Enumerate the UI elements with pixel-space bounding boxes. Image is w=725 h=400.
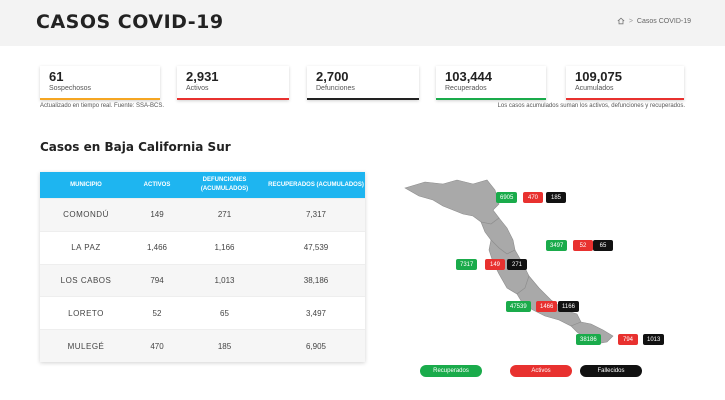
map-badge-lapaz-recuperados: 47539: [506, 301, 531, 312]
stat-card-activos: 2,931 Activos: [177, 66, 289, 100]
map-region-mulege: [404, 179, 500, 225]
bcs-map: 6905 470 185 3497 52 65 7317 149 271 475…: [395, 170, 685, 360]
cell-defunciones: 1,013: [214, 275, 235, 285]
map-badge-loreto-activos: 52: [573, 240, 593, 251]
stat-bar: [40, 98, 160, 100]
legend-fallecidos: Fallecidos: [580, 365, 642, 377]
stat-card-sospechosos: 61 Sospechosos: [40, 66, 160, 100]
table-row: LORETO 52 65 3,497: [40, 296, 365, 329]
cell-defunciones: 1,166: [214, 243, 235, 253]
table-header: MUNICIPIO ACTIVOS DEFUNCIONES (ACUMULADO…: [40, 172, 365, 198]
stat-bar: [566, 98, 684, 100]
map-badge-comondu-activos: 149: [485, 259, 505, 270]
cell-recuperados: 38,186: [303, 275, 329, 285]
stat-value: 103,444: [445, 69, 492, 84]
cell-activos: 52: [152, 308, 162, 318]
cell-defunciones: 185: [217, 341, 232, 351]
stat-bar: [436, 98, 546, 100]
cell-activos: 1,466: [146, 243, 168, 253]
stat-card-defunciones: 2,700 Defunciones: [307, 66, 419, 100]
stat-bar: [307, 98, 419, 100]
breadcrumb-current: Casos COVID-19: [636, 17, 691, 25]
table-body: COMONDÚ 149 271 7,317 LA PAZ 1,466 1,166…: [40, 198, 365, 362]
cell-municipio: LOS CABOS: [60, 275, 112, 285]
cell-activos: 149: [150, 210, 164, 220]
map-badge-comondu-recuperados: 7317: [456, 259, 478, 270]
stat-label: Recuperados: [445, 85, 487, 92]
home-icon[interactable]: [617, 17, 625, 25]
section-title: Casos en Baja California Sur: [40, 140, 231, 154]
map-badge-loreto-fallecidos: 65: [593, 240, 613, 251]
cell-defunciones: 271: [217, 210, 232, 220]
stat-card-acumulados: 109,075 Acumulados: [566, 66, 684, 100]
cell-recuperados: 47,539: [303, 243, 329, 253]
cell-municipio: LORETO: [68, 308, 104, 318]
header-recuperados: RECUPERADOS (ACUMULADOS): [268, 181, 364, 188]
map-badge-loscabos-fallecidos: 1013: [643, 334, 665, 345]
table-row: LOS CABOS 794 1,013 38,186: [40, 263, 365, 297]
legend-recuperados: Recuperados: [420, 365, 482, 377]
header-municipio: MUNICIPIO: [70, 181, 102, 188]
page-header: CASOS COVID-19 > Casos COVID-19: [0, 0, 725, 46]
breadcrumb-separator: >: [628, 17, 633, 25]
table-row: LA PAZ 1,466 1,166 47,539: [40, 230, 365, 264]
map-badge-loscabos-recuperados: 38186: [576, 334, 601, 345]
stat-card-recuperados: 103,444 Recuperados: [436, 66, 546, 100]
cell-recuperados: 3,497: [305, 308, 327, 318]
map-badge-mulege-fallecidos: 185: [546, 192, 566, 203]
map-badge-loreto-recuperados: 3497: [546, 240, 568, 251]
header-activos: ACTIVOS: [143, 181, 171, 188]
table-row: COMONDÚ 149 271 7,317: [40, 198, 365, 231]
cell-municipio: LA PAZ: [71, 243, 101, 253]
stat-label: Acumulados: [575, 85, 614, 92]
map-badge-loscabos-activos: 794: [618, 334, 638, 345]
map-badge-lapaz-fallecidos: 1166: [558, 301, 579, 312]
stat-value: 2,931: [186, 69, 219, 84]
page-title: CASOS COVID-19: [36, 11, 224, 33]
stat-label: Sospechosos: [49, 85, 92, 92]
cell-municipio: COMONDÚ: [63, 210, 109, 220]
legend-activos: Activos: [510, 365, 572, 377]
table-row: MULEGÉ 470 185 6,905: [40, 329, 365, 362]
source-note: Actualizado en tiempo real. Fuente: SSA-…: [40, 103, 165, 109]
map-badge-mulege-activos: 470: [523, 192, 543, 203]
cell-activos: 794: [150, 275, 164, 285]
stat-label: Defunciones: [316, 85, 355, 92]
cell-recuperados: 6,905: [305, 341, 327, 351]
cell-defunciones: 65: [220, 308, 229, 318]
stat-label: Activos: [186, 85, 209, 92]
map-badge-mulege-recuperados: 6905: [496, 192, 518, 203]
map-badge-comondu-fallecidos: 271: [507, 259, 527, 270]
map-badge-lapaz-activos: 1466: [536, 301, 558, 312]
header-defunciones: DEFUNCIONES (ACUMULADOS): [200, 177, 249, 192]
stat-value: 61: [49, 69, 64, 84]
accumulated-note: Los casos acumulados suman los activos, …: [497, 103, 685, 109]
cell-activos: 470: [150, 341, 164, 351]
cell-municipio: MULEGÉ: [67, 341, 105, 351]
cell-recuperados: 7,317: [305, 210, 327, 220]
municipality-table: MUNICIPIO ACTIVOS DEFUNCIONES (ACUMULADO…: [40, 172, 365, 362]
stat-value: 2,700: [316, 69, 349, 84]
stat-bar: [177, 98, 289, 100]
breadcrumb: > Casos COVID-19: [617, 17, 691, 25]
stat-value: 109,075: [575, 69, 622, 84]
